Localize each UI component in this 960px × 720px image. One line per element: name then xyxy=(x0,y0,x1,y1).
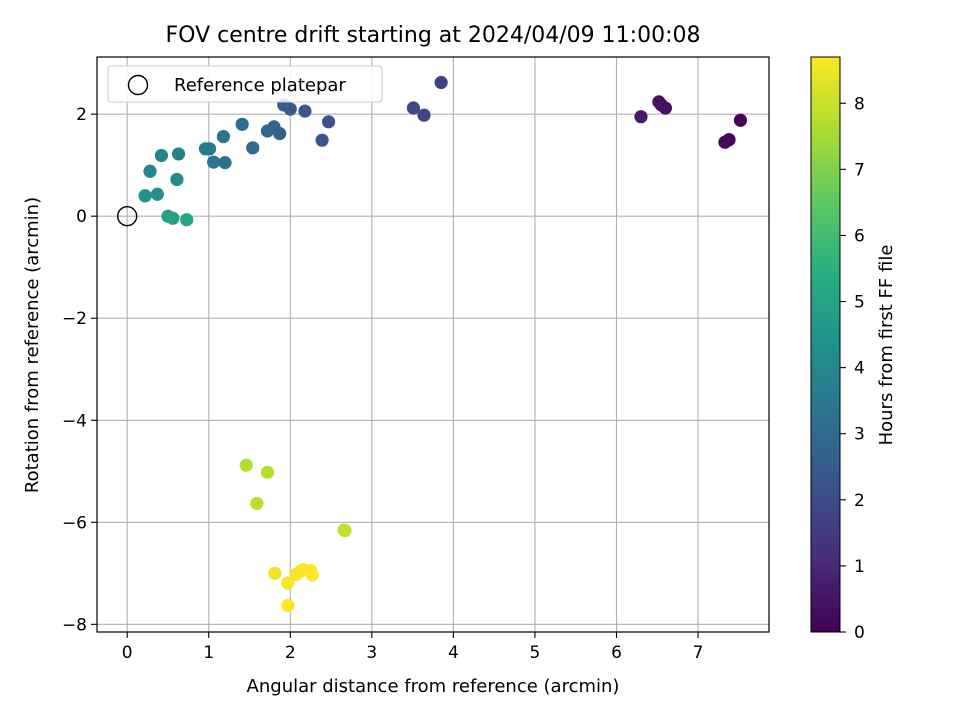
data-point xyxy=(260,465,275,479)
x-tick-label: 2 xyxy=(285,643,296,663)
data-point xyxy=(216,129,231,144)
colorbar-tick-label: 6 xyxy=(854,226,865,246)
data-point xyxy=(406,101,421,115)
data-point xyxy=(239,458,253,472)
data-point xyxy=(198,142,213,156)
data-point xyxy=(434,75,448,90)
data-point xyxy=(315,133,329,147)
x-axis-ticks: 0 1 2 3 4 5 6 7 xyxy=(122,632,704,663)
data-point xyxy=(154,148,169,163)
colorbar-label: Hours from first FF file xyxy=(876,245,897,446)
x-tick-label: 3 xyxy=(366,643,377,663)
data-point xyxy=(322,115,336,129)
colorbar-tick-label: 1 xyxy=(854,557,865,577)
x-tick-label: 0 xyxy=(122,643,133,663)
x-axis-label: Angular distance from reference (arcmin) xyxy=(247,676,620,697)
data-point xyxy=(305,568,319,582)
legend-marker-reference xyxy=(127,74,149,96)
y-axis-label: Rotation from reference (arcmin) xyxy=(22,197,43,493)
colorbar-tick-label: 7 xyxy=(854,160,865,180)
data-point xyxy=(298,104,312,118)
data-point xyxy=(138,189,152,203)
x-tick-label: 1 xyxy=(203,643,214,663)
data-point xyxy=(268,566,282,580)
data-point xyxy=(281,598,295,613)
data-point xyxy=(733,113,748,127)
colorbar-tick-label: 4 xyxy=(854,359,865,379)
colorbar-tick-label: 2 xyxy=(854,491,865,511)
data-point xyxy=(634,110,648,124)
data-point xyxy=(281,576,295,590)
x-tick-label: 4 xyxy=(448,643,459,663)
colorbar-ticks: 0 1 2 3 4 5 6 7 8 xyxy=(840,94,865,643)
data-points xyxy=(116,75,748,613)
data-point xyxy=(143,164,157,178)
data-point xyxy=(652,95,666,109)
colorbar-tick-label: 3 xyxy=(854,425,865,445)
y-tick-label: −2 xyxy=(62,309,87,329)
data-point xyxy=(235,117,249,131)
grid xyxy=(97,57,769,632)
data-point xyxy=(218,156,232,170)
y-tick-label: −8 xyxy=(62,615,87,635)
data-point xyxy=(246,141,260,155)
data-point xyxy=(250,496,264,511)
y-tick-label: 2 xyxy=(76,105,87,125)
plot-frame xyxy=(96,56,770,633)
colorbar-tick-label: 8 xyxy=(854,94,865,114)
colorbar-tick-label: 0 xyxy=(854,623,865,643)
colorbar-tick-label: 5 xyxy=(854,293,865,313)
data-point xyxy=(260,124,275,138)
data-point xyxy=(170,172,184,187)
y-tick-label: −6 xyxy=(62,513,87,533)
y-tick-label: −4 xyxy=(62,411,87,431)
data-point xyxy=(718,135,732,149)
reference-platepar-marker xyxy=(116,205,138,227)
legend-entry-reference: Reference platepar xyxy=(174,75,346,96)
x-tick-label: 5 xyxy=(530,643,541,663)
data-point xyxy=(180,213,194,227)
data-point xyxy=(166,211,180,225)
data-point xyxy=(171,147,186,161)
x-tick-label: 6 xyxy=(611,643,622,663)
y-tick-label: 0 xyxy=(76,207,87,227)
x-tick-label: 7 xyxy=(693,643,704,663)
data-point xyxy=(150,187,164,201)
colorbar: 0 1 2 3 4 5 6 7 8 Hours from first FF file xyxy=(810,56,897,643)
legend: Reference platepar xyxy=(107,65,383,103)
legend-box xyxy=(107,65,383,103)
data-point xyxy=(337,523,351,537)
colorbar-gradient xyxy=(810,56,841,633)
chart-title: FOV centre drift starting at 2024/04/09 … xyxy=(166,23,701,48)
data-point xyxy=(417,108,431,122)
data-point xyxy=(207,155,221,169)
y-axis-ticks: −8 −6 −4 −2 0 2 xyxy=(62,105,97,635)
